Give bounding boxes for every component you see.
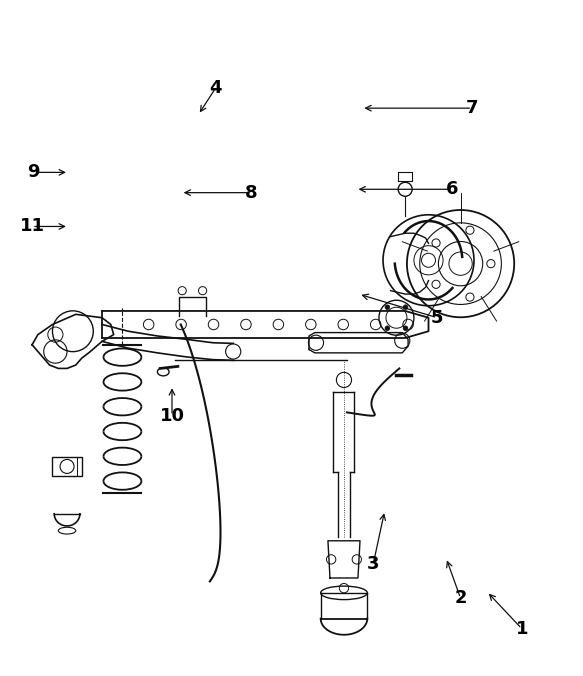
Circle shape (403, 326, 408, 331)
Text: 10: 10 (160, 407, 184, 425)
Text: 3: 3 (367, 556, 380, 573)
Circle shape (403, 305, 408, 310)
Text: 11: 11 (20, 218, 44, 235)
Text: 6: 6 (445, 180, 458, 198)
Text: 2: 2 (454, 589, 467, 607)
Text: 5: 5 (431, 309, 444, 327)
Circle shape (385, 326, 389, 331)
Text: 9: 9 (27, 164, 40, 181)
Text: 1: 1 (515, 620, 528, 637)
Circle shape (385, 305, 389, 310)
Text: 4: 4 (209, 79, 222, 97)
Text: 8: 8 (244, 184, 257, 201)
Bar (52, 457, 82, 476)
Text: 7: 7 (466, 99, 479, 117)
